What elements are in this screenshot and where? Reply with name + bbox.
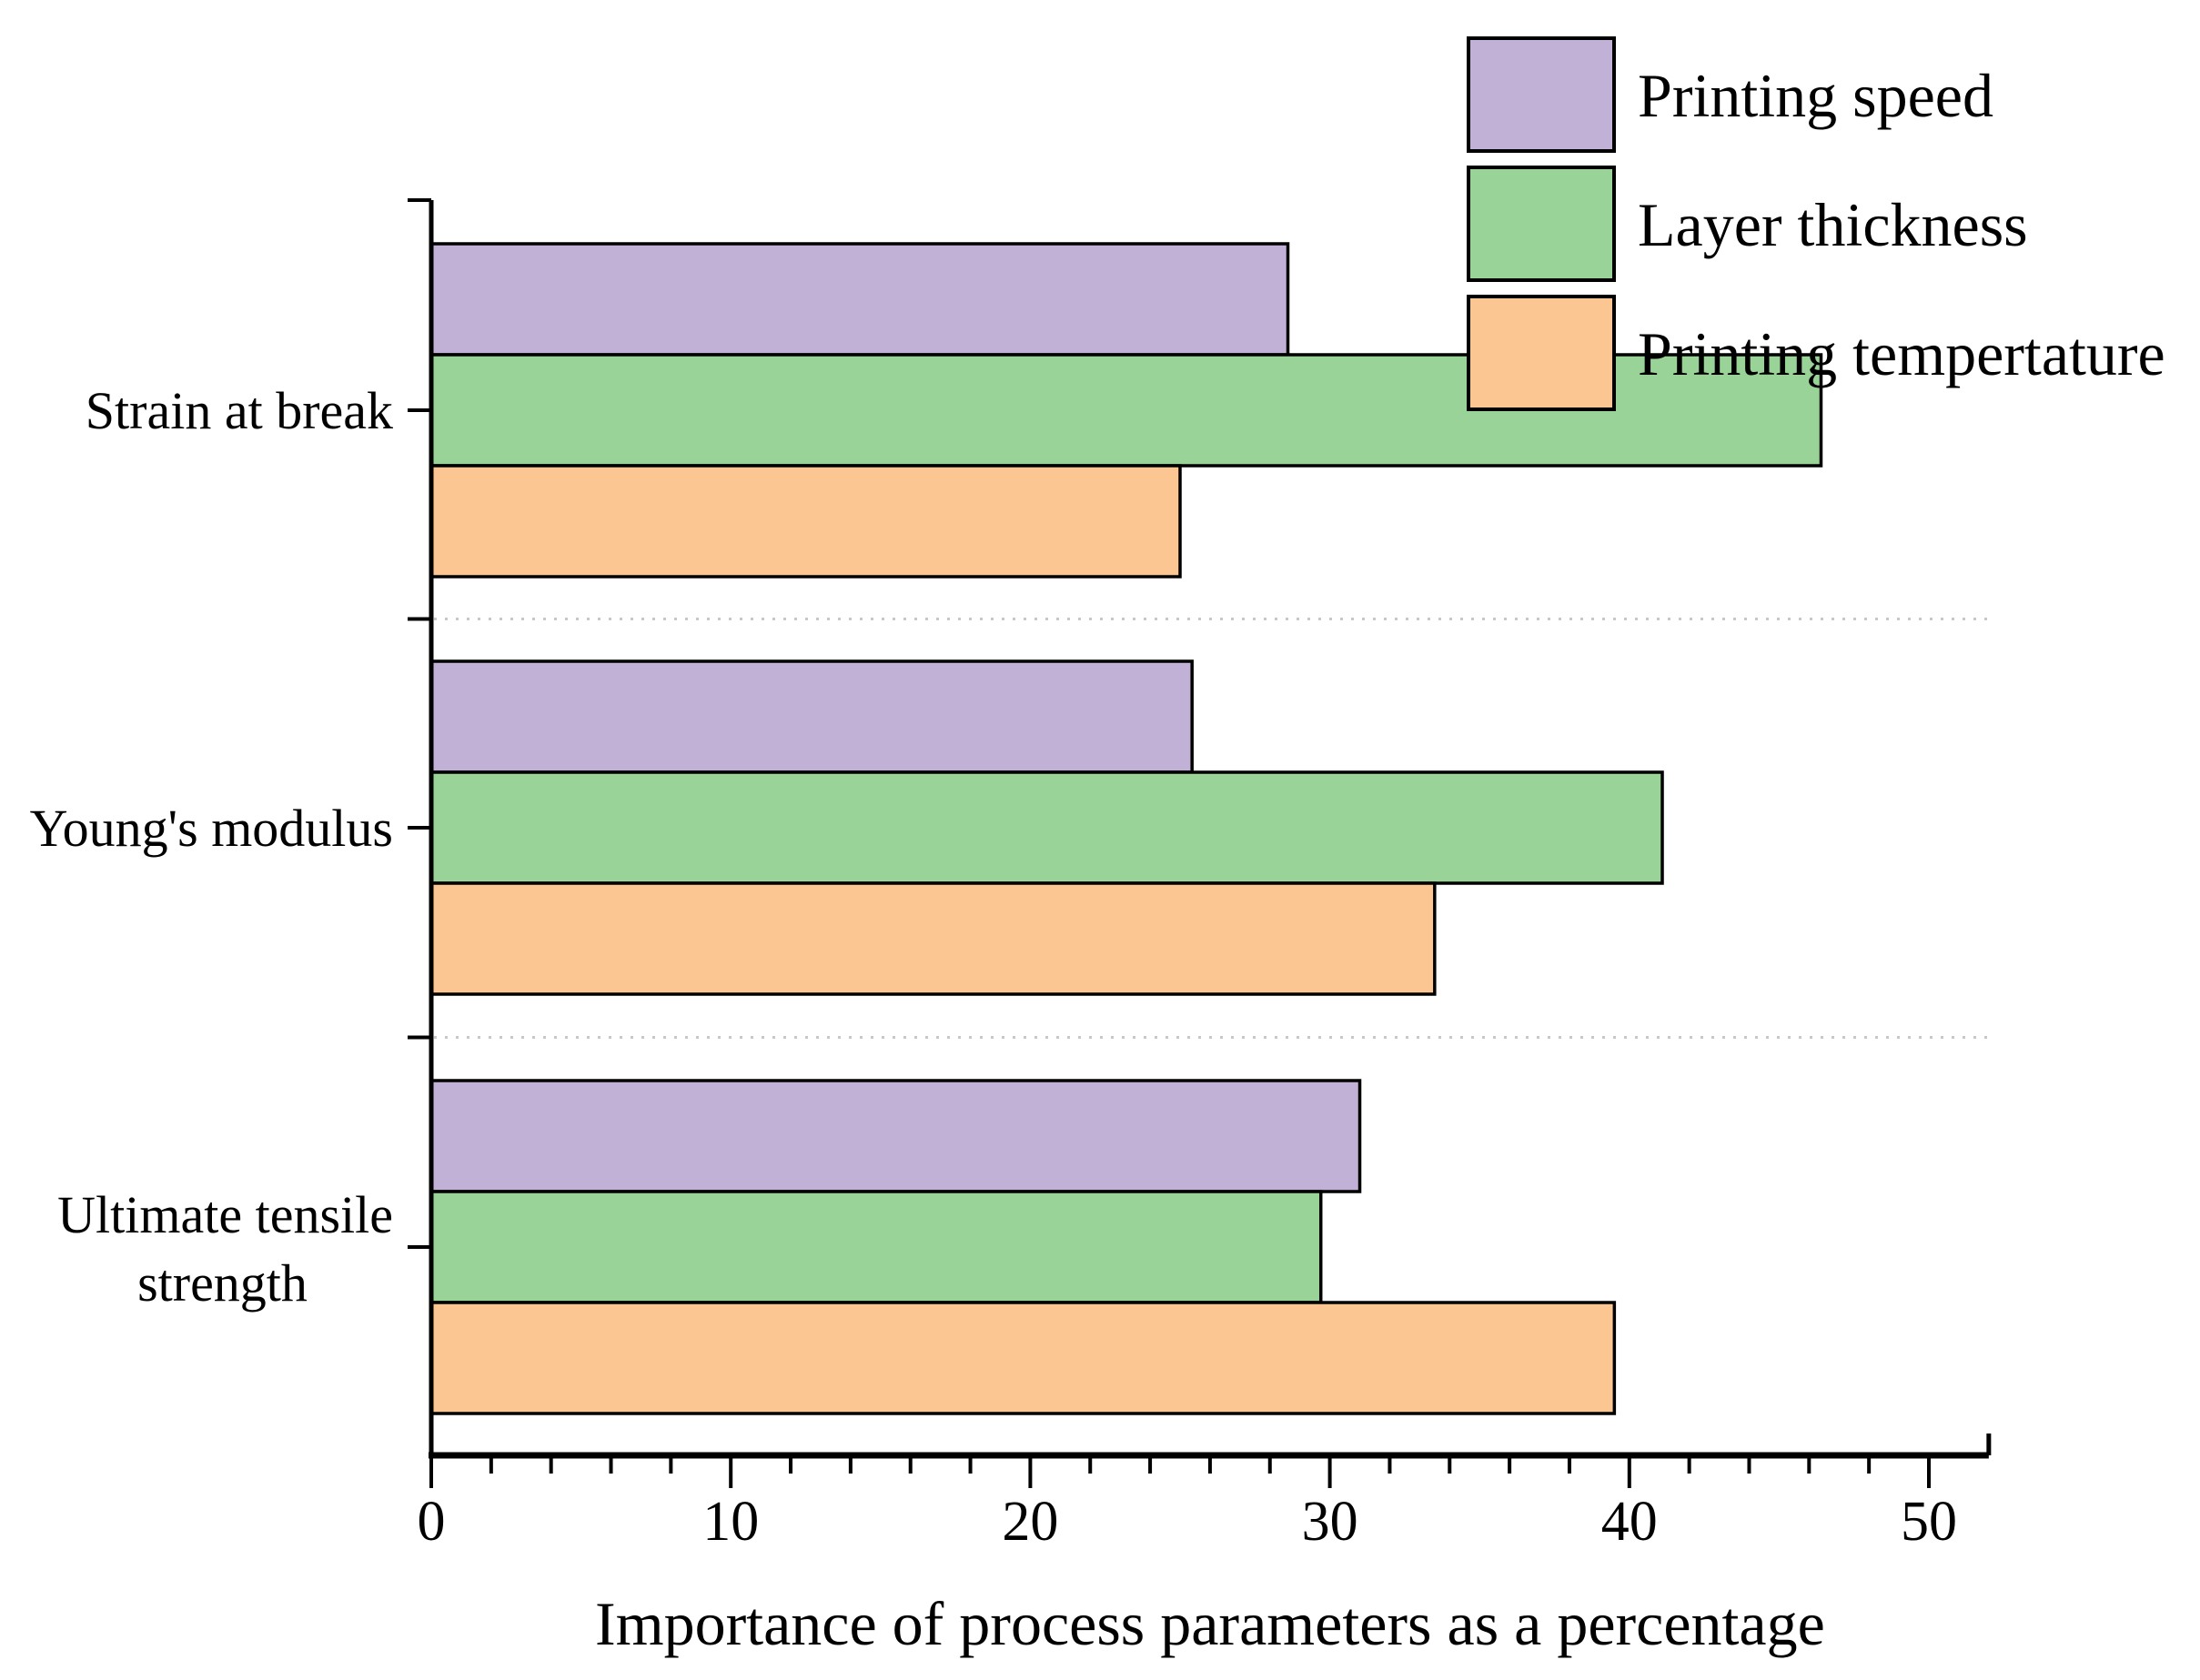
- x-tick-label: 10: [702, 1491, 759, 1553]
- bar-young-s-modulus-layer-thickness: [429, 770, 1664, 885]
- legend-label-printing-speed: Printing speed: [1638, 61, 1993, 130]
- bar-ultimate-tensile-strength-layer-thickness: [429, 1190, 1323, 1304]
- x-tick-label: 20: [1002, 1491, 1058, 1553]
- category-label-ultimate-tensile-strength: Ultimate tensile: [57, 1185, 393, 1244]
- bar-young-s-modulus-printing-speed: [429, 659, 1194, 774]
- x-tick-label: 40: [1601, 1491, 1658, 1553]
- category-label-strain-at-break: Strain at break: [86, 381, 393, 440]
- legend-swatch-layer-thickness: [1467, 166, 1616, 282]
- bar-ultimate-tensile-strength-printing-tempertature: [429, 1301, 1617, 1415]
- bar-young-s-modulus-printing-tempertature: [429, 881, 1437, 996]
- category-label-ultimate-tensile-strength: strength: [137, 1253, 308, 1313]
- bar-ultimate-tensile-strength-printing-speed: [429, 1079, 1362, 1193]
- x-tick-label: 30: [1302, 1491, 1358, 1553]
- x-axis-title: Importance of process parameters as a pe…: [595, 1589, 1825, 1658]
- bar-strain-at-break-printing-tempertature: [429, 464, 1182, 578]
- legend-swatch-printing-speed: [1467, 36, 1616, 153]
- x-tick-label: 50: [1901, 1491, 1957, 1553]
- category-label-young-s-modulus: Young's modulus: [30, 799, 393, 858]
- bar-strain-at-break-printing-speed: [429, 242, 1290, 357]
- legend-label-layer-thickness: Layer thickness: [1638, 190, 2028, 259]
- legend-swatch-printing-tempertature: [1467, 295, 1616, 411]
- x-tick-label: 0: [418, 1491, 446, 1553]
- legend-label-printing-tempertature: Printing tempertature: [1638, 319, 2165, 388]
